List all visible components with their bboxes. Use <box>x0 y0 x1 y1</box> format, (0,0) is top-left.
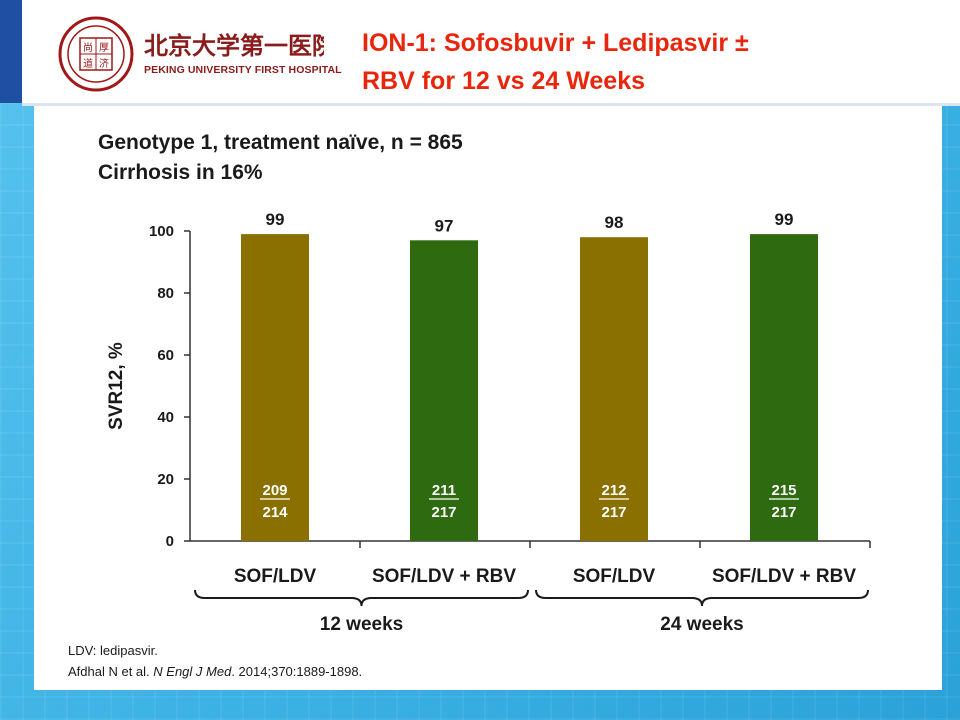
reference-details: . 2014;370:1889-1898. <box>231 664 363 679</box>
slide-title: ION-1: Sofosbuvir + Ledipasvir ± RBV for… <box>362 24 749 100</box>
svg-text:尚: 尚 <box>83 41 93 54</box>
title-line-1: ION-1: Sofosbuvir + Ledipasvir ± <box>362 29 749 57</box>
bar <box>410 240 478 542</box>
y-tick-label: 20 <box>157 471 174 488</box>
bar-denominator-label: 214 <box>262 504 288 521</box>
bar-numerator-label: 215 <box>771 482 796 499</box>
bar-denominator-label: 217 <box>771 504 796 521</box>
svg-text:济: 济 <box>99 57 109 70</box>
bar-denominator-label: 217 <box>601 504 626 521</box>
reference-citation: Afdhal N et al. N Engl J Med. 2014;370:1… <box>68 661 362 682</box>
x-category-label: SOF/LDV + RBV <box>712 566 856 587</box>
svg-text:北京大学第一医院: 北京大学第一医院 <box>144 32 324 60</box>
title-line-2: RBV for 12 vs 24 Weeks <box>362 67 646 95</box>
y-tick-label: 80 <box>157 285 174 302</box>
bar <box>750 234 818 541</box>
bar-value-label: 99 <box>266 210 285 229</box>
x-category-label: SOF/LDV <box>573 566 656 587</box>
header-divider <box>22 103 960 106</box>
university-seal-logo: 尚 厚 道 济 <box>58 16 134 92</box>
bar-value-label: 99 <box>775 210 794 229</box>
abbreviation-note: LDV: ledipasvir. <box>68 643 158 658</box>
bar <box>580 237 648 541</box>
bar <box>241 234 309 541</box>
svg-text:道: 道 <box>83 57 93 70</box>
cirrhosis-rate: Cirrhosis in 16% <box>98 161 263 184</box>
bar-value-label: 98 <box>605 213 624 232</box>
footnote: LDV: ledipasvir. Afdhal N et al. N Engl … <box>68 640 362 682</box>
bar-value-label: 97 <box>435 216 454 235</box>
header-accent-bar <box>0 0 22 103</box>
slide-header <box>22 0 960 103</box>
group-brace <box>194 589 529 607</box>
bar-numerator-label: 211 <box>432 482 456 499</box>
svg-text:厚: 厚 <box>99 42 109 54</box>
study-description: Genotype 1, treatment naïve, n = 865 Cir… <box>98 128 463 188</box>
y-tick-label: 100 <box>149 223 174 240</box>
x-category-label: SOF/LDV + RBV <box>372 566 516 587</box>
y-tick-label: 0 <box>166 533 174 550</box>
x-category-label: SOF/LDV <box>234 566 317 587</box>
reference-authors: Afdhal N et al. <box>68 664 154 679</box>
hospital-name-cn: 北京大学第一医院 <box>144 32 324 60</box>
bar-numerator-label: 209 <box>262 482 287 499</box>
y-tick-label: 40 <box>157 409 174 426</box>
group-label: 24 weeks <box>660 614 743 635</box>
y-tick-label: 60 <box>157 347 174 364</box>
group-brace <box>535 589 869 607</box>
y-axis-label: SVR12, % <box>106 342 127 430</box>
bar-numerator-label: 212 <box>601 482 626 499</box>
bar-denominator-label: 217 <box>431 504 456 521</box>
group-label: 12 weeks <box>320 614 403 635</box>
reference-journal: N Engl J Med <box>153 664 232 679</box>
study-population: Genotype 1, treatment naïve, n = 865 <box>98 131 463 154</box>
hospital-name-en: PEKING UNIVERSITY FIRST HOSPITAL <box>144 64 342 76</box>
